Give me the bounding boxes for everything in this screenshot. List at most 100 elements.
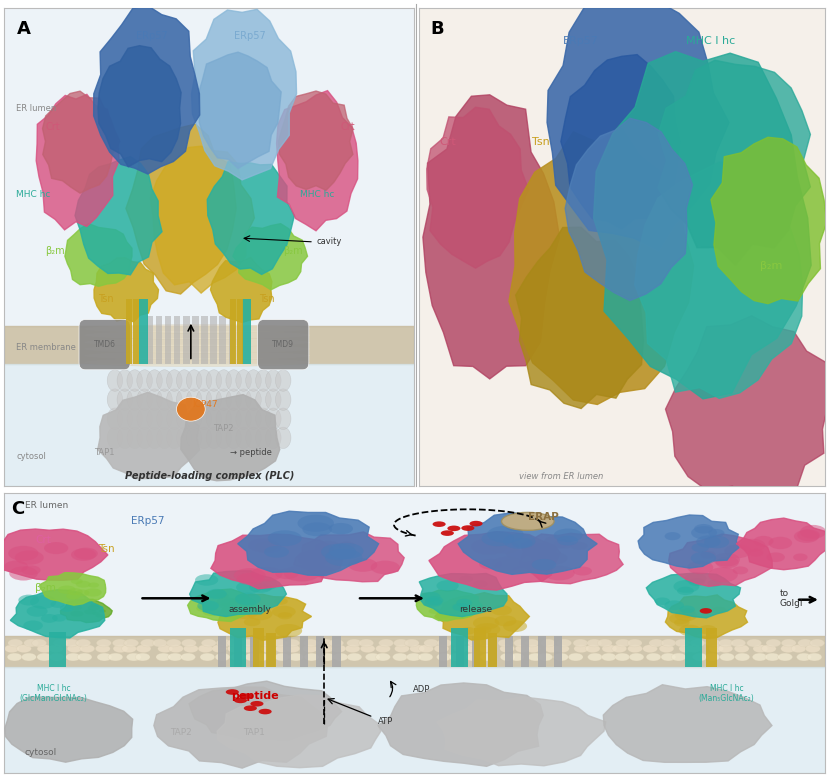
Ellipse shape — [503, 620, 527, 632]
Bar — [455, 636, 463, 667]
Polygon shape — [428, 531, 560, 590]
Ellipse shape — [167, 653, 182, 661]
Bar — [705, 628, 716, 667]
Ellipse shape — [206, 370, 221, 392]
Ellipse shape — [239, 693, 253, 699]
Ellipse shape — [272, 639, 287, 647]
Ellipse shape — [752, 645, 767, 653]
Ellipse shape — [265, 370, 281, 392]
Ellipse shape — [318, 639, 333, 647]
Ellipse shape — [447, 525, 460, 531]
Ellipse shape — [275, 370, 291, 392]
Ellipse shape — [554, 645, 569, 653]
Ellipse shape — [197, 601, 219, 611]
Ellipse shape — [4, 645, 19, 653]
Ellipse shape — [799, 525, 826, 538]
Ellipse shape — [344, 645, 359, 653]
Ellipse shape — [196, 388, 211, 410]
Ellipse shape — [113, 645, 128, 653]
Ellipse shape — [84, 345, 310, 354]
Ellipse shape — [450, 604, 465, 611]
Ellipse shape — [166, 639, 181, 647]
Polygon shape — [94, 5, 200, 174]
Ellipse shape — [460, 627, 475, 635]
Ellipse shape — [691, 543, 708, 552]
Ellipse shape — [423, 601, 435, 606]
Ellipse shape — [347, 653, 361, 661]
Ellipse shape — [511, 538, 532, 548]
Ellipse shape — [245, 388, 261, 410]
Ellipse shape — [237, 573, 263, 585]
Ellipse shape — [696, 535, 720, 548]
Ellipse shape — [537, 653, 552, 661]
Ellipse shape — [152, 639, 167, 647]
Ellipse shape — [66, 593, 80, 599]
Ellipse shape — [392, 653, 407, 661]
Text: β₂m: β₂m — [283, 246, 302, 256]
Ellipse shape — [505, 549, 527, 559]
Ellipse shape — [79, 645, 94, 653]
Ellipse shape — [360, 645, 374, 653]
Ellipse shape — [260, 645, 275, 653]
Ellipse shape — [196, 408, 211, 430]
Ellipse shape — [654, 598, 669, 605]
Polygon shape — [126, 124, 236, 294]
Ellipse shape — [92, 611, 100, 615]
Ellipse shape — [49, 653, 64, 661]
Ellipse shape — [84, 609, 97, 615]
Ellipse shape — [809, 639, 824, 647]
Text: cytosol: cytosol — [17, 452, 46, 462]
Polygon shape — [218, 594, 311, 640]
Ellipse shape — [541, 552, 567, 564]
Ellipse shape — [206, 408, 221, 430]
Ellipse shape — [95, 645, 110, 653]
Polygon shape — [36, 94, 119, 230]
Ellipse shape — [556, 535, 577, 545]
Text: Tsn: Tsn — [258, 294, 274, 305]
Ellipse shape — [283, 565, 320, 581]
Text: Crt: Crt — [439, 137, 455, 147]
Ellipse shape — [168, 645, 183, 653]
Ellipse shape — [796, 653, 811, 661]
Bar — [174, 316, 181, 364]
Polygon shape — [217, 695, 380, 768]
Ellipse shape — [274, 598, 287, 605]
Polygon shape — [426, 107, 528, 268]
Ellipse shape — [200, 653, 214, 661]
Ellipse shape — [87, 605, 100, 611]
Ellipse shape — [797, 529, 819, 542]
Text: β₂m: β₂m — [45, 246, 65, 256]
Ellipse shape — [686, 561, 712, 574]
Ellipse shape — [176, 388, 192, 410]
Ellipse shape — [147, 388, 162, 410]
Ellipse shape — [707, 567, 737, 582]
Ellipse shape — [465, 653, 480, 661]
Ellipse shape — [675, 608, 694, 618]
Ellipse shape — [216, 370, 231, 392]
Ellipse shape — [67, 645, 82, 653]
Ellipse shape — [394, 645, 409, 653]
Ellipse shape — [231, 653, 245, 661]
Text: ADP: ADP — [412, 685, 430, 694]
Ellipse shape — [370, 560, 399, 574]
Text: Peptide-loading complex (PLC): Peptide-loading complex (PLC) — [124, 471, 294, 481]
Ellipse shape — [147, 427, 162, 448]
Text: MHC hc: MHC hc — [299, 190, 334, 199]
Ellipse shape — [540, 639, 555, 647]
Ellipse shape — [235, 408, 251, 430]
Ellipse shape — [753, 536, 773, 546]
Text: cytosol: cytosol — [25, 747, 57, 757]
Ellipse shape — [226, 639, 241, 647]
Ellipse shape — [481, 531, 513, 546]
Bar — [230, 299, 236, 364]
Ellipse shape — [329, 543, 363, 559]
Ellipse shape — [423, 639, 438, 647]
Ellipse shape — [176, 408, 192, 430]
Ellipse shape — [678, 645, 693, 653]
Ellipse shape — [768, 537, 792, 549]
Ellipse shape — [41, 614, 58, 623]
Ellipse shape — [490, 605, 512, 615]
Ellipse shape — [176, 397, 205, 421]
Text: Tsn: Tsn — [532, 137, 550, 147]
Polygon shape — [41, 573, 106, 605]
